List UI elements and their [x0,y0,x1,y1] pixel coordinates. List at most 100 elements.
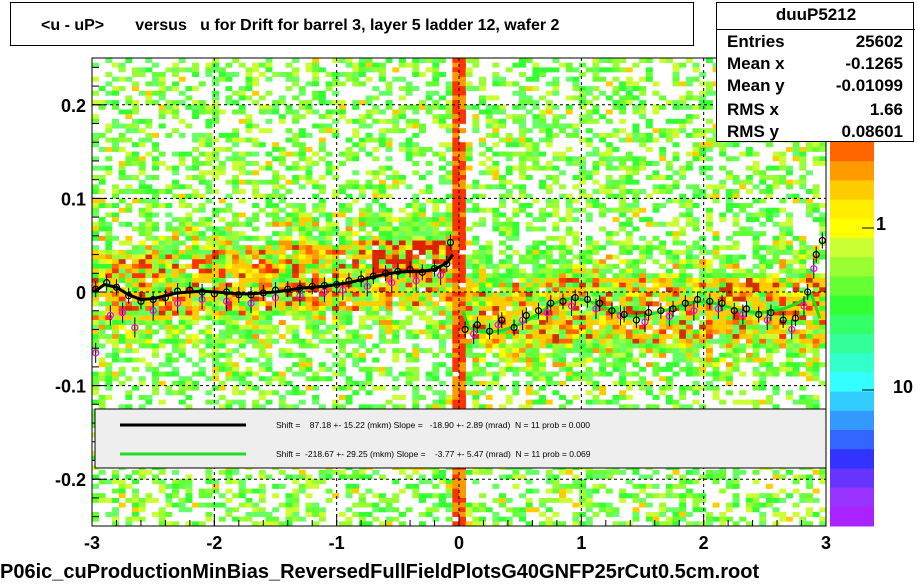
x-tick-label: 1 [576,533,586,553]
secondary-point [788,325,796,334]
profile-point [103,279,111,287]
x-tick-label: 2 [699,533,709,553]
secondary-point [763,316,771,324]
stats-label: Mean y [727,76,785,95]
color-scale-band [830,142,874,162]
color-scale-band [830,314,874,335]
secondary-point [543,308,551,317]
profile-point [161,294,169,302]
profile-point [681,299,689,307]
y-tick-label: 0.1 [61,189,86,209]
chart-title: <u - uP> versus u for Drift for barrel 3… [41,17,560,34]
secondary-point [641,318,649,326]
secondary-point [810,265,818,273]
color-scale-band [830,295,874,316]
x-tick-label: 0 [454,533,464,553]
color-scale-band [830,372,874,393]
secondary-point [363,282,371,290]
secondary-point [118,308,127,317]
profile-point [247,291,255,299]
profile-point [510,323,518,332]
file-name-footer: P06ic_cuProductionMinBias_ReversedFullFi… [0,561,760,583]
color-scale-band [830,468,874,489]
color-scale-band [830,180,874,201]
profile-point [583,295,592,304]
title-box: <u - uP> versus u for Drift for barrel 3… [10,2,694,46]
color-scale-band [830,334,874,354]
fit-legend: Shift = 87.18 +- 15.22 (mkm) Slope = -18… [94,408,827,469]
stats-label: RMS y [727,122,779,141]
secondary-point [106,311,114,319]
profile-point [137,297,145,305]
profile-point [559,297,567,305]
profile-point [779,316,787,324]
stats-value: 0.08601 [841,122,903,141]
profile-point [632,316,640,324]
color-scale [830,142,874,527]
secondary-point [131,323,139,332]
profile-point [296,284,304,292]
profile-point [125,292,133,300]
secondary-point [665,312,674,320]
profile-point [446,238,455,246]
stats-label: Entries [727,32,785,51]
chart-series [92,232,826,363]
secondary-point [388,279,396,287]
profile-point [333,280,341,289]
profile-point [571,294,579,302]
x-tick-label: -3 [84,533,100,553]
profile-point [485,327,494,335]
x-tick-label: 3 [821,533,831,553]
profile-point [235,291,243,299]
secondary-point [519,316,527,324]
profile-point [222,288,231,296]
profile-point [320,281,329,290]
profile-point [473,321,481,329]
secondary-point [437,271,445,279]
profile-point [645,308,653,317]
profile-point [284,285,292,293]
profile-point [418,268,426,276]
secondary-point [567,302,576,310]
profile-point [345,277,353,285]
secondary-point [412,277,420,285]
secondary-point [339,286,347,294]
color-scale-band [830,199,874,220]
profile-point [730,307,738,315]
secondary-point [592,305,600,313]
y-tick-label: 0 [76,283,86,303]
profile-point [608,307,616,315]
y-tick-label: -0.2 [55,470,86,490]
y-tick-label: -0.1 [55,377,86,397]
profile-point [534,307,543,315]
profile-point [369,272,377,280]
profile-point [657,307,665,315]
profile-point [718,299,726,307]
secondary-point [690,307,698,315]
color-scale-band [830,506,874,527]
stats-value: 1.66 [869,100,903,119]
profile-point [804,288,812,296]
z-scale-label-10: 10 [893,377,914,397]
profile-point [443,260,451,268]
profile-point [198,288,206,296]
profile-point [461,325,469,334]
profile-point [406,265,414,274]
color-scale-band [830,410,874,431]
stats-box: duuP5212 Entries 25602 Mean x -0.1265 Me… [716,2,915,142]
profile-point [259,289,267,297]
secondary-point [149,307,157,315]
secondary-point [714,305,722,313]
stats-value: 25602 [855,32,903,51]
profile-point [174,287,182,295]
profile-point [742,305,751,313]
profile-point [210,290,218,298]
profile-point [357,275,365,283]
profile-point [522,311,530,319]
profile-point [755,310,763,319]
profile-point [818,236,826,245]
stats-separator [717,29,915,30]
stats-value: -0.01099 [835,76,903,95]
color-scale-band [830,218,874,239]
profile-point [767,308,775,317]
